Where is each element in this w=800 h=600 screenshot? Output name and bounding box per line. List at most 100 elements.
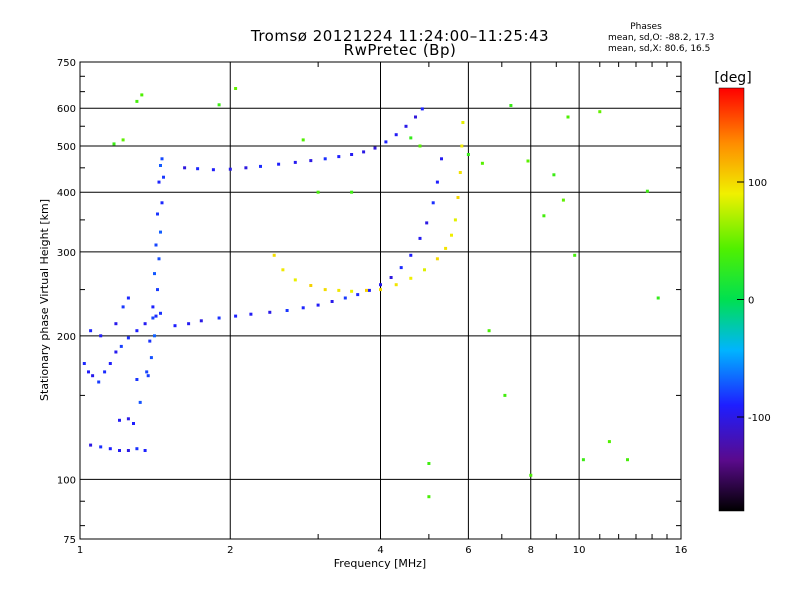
echo-point: [581, 458, 585, 462]
echo-point: [89, 329, 93, 333]
echo-point: [399, 266, 403, 270]
echo-point: [87, 370, 90, 374]
echo-point: [316, 303, 320, 307]
x-tick-label: 16: [675, 545, 688, 556]
echo-point: [118, 449, 121, 452]
echo-point: [343, 296, 347, 300]
phase-stats-heading: Phases: [630, 22, 662, 32]
echo-point: [281, 268, 285, 272]
echo-point: [435, 257, 439, 261]
echo-point: [82, 362, 86, 365]
echo-point: [384, 140, 388, 144]
echo-point: [159, 311, 162, 315]
echo-point: [108, 362, 112, 365]
echo-point: [118, 418, 121, 422]
echo-point: [173, 324, 177, 328]
echo-point: [301, 138, 305, 142]
echo-point: [461, 121, 465, 124]
echo-point: [119, 344, 123, 348]
plot-grid: [80, 62, 681, 539]
echo-point: [126, 296, 130, 300]
echo-point: [566, 115, 570, 119]
echo-point: [379, 288, 382, 292]
echo-point: [503, 393, 507, 397]
echo-point: [126, 417, 130, 421]
echo-point: [114, 322, 118, 326]
echo-point: [301, 306, 305, 310]
echo-point: [418, 144, 422, 148]
echo-point: [143, 322, 147, 326]
echo-point: [159, 164, 162, 167]
echo-point: [626, 458, 629, 462]
echo-point: [228, 167, 232, 171]
echo-point: [337, 155, 341, 159]
echo-point: [91, 374, 95, 378]
chart-title: Tromsø 20121224 11:24:00–11:25:43: [250, 27, 550, 45]
echo-point: [154, 314, 158, 318]
echo-point: [199, 319, 203, 323]
echo-point: [350, 153, 354, 156]
echo-point: [316, 190, 320, 194]
echo-point: [425, 221, 429, 225]
phase-stats-o: mean, sd,O: -88.2, 17.3: [608, 33, 715, 43]
echo-point: [159, 230, 162, 234]
echo-point: [404, 124, 408, 128]
echo-point: [293, 160, 297, 164]
y-tick-label: 200: [57, 332, 76, 343]
echo-point: [330, 300, 334, 303]
echo-point: [121, 305, 125, 309]
colorbar: [deg] 100 0 -100: [714, 70, 771, 512]
echo-point: [121, 138, 125, 142]
echo-point: [153, 272, 156, 276]
echo-point: [135, 329, 139, 333]
echo-point: [138, 400, 142, 404]
echo-point: [97, 380, 101, 384]
y-axis-label: Stationary phase Virtual Height [km]: [38, 199, 51, 401]
echo-point: [277, 162, 281, 166]
echo-point: [367, 288, 371, 292]
echo-point: [487, 329, 491, 333]
x-axis-label: Frequency [MHz]: [334, 557, 426, 570]
echo-point: [151, 305, 155, 309]
echo-point: [183, 166, 187, 170]
echo-point: [607, 440, 611, 444]
echo-point: [211, 168, 215, 172]
echo-point: [160, 157, 164, 161]
echo-point: [365, 288, 368, 292]
echo-point: [350, 289, 354, 293]
echo-point: [435, 180, 439, 184]
echo-point: [249, 312, 253, 316]
y-axis-ticks: 75 100 200 300 400 500 600 750: [57, 58, 681, 546]
echo-point: [656, 296, 660, 300]
echo-point: [356, 293, 360, 297]
phase-stats-x: mean, sd,X: 80.6, 16.5: [608, 44, 711, 54]
echo-point: [114, 350, 118, 354]
echo-point: [423, 268, 426, 272]
echo-point: [362, 150, 366, 154]
echo-point: [414, 115, 417, 119]
echo-point: [573, 253, 577, 257]
x-tick-label: 6: [465, 545, 471, 556]
echo-point: [466, 153, 470, 156]
echo-point: [645, 189, 649, 193]
x-tick-label: 4: [377, 545, 383, 556]
echo-point: [453, 218, 457, 222]
echo-point: [162, 175, 165, 179]
echo-point: [108, 447, 112, 451]
echo-point: [389, 276, 393, 279]
x-tick-label: 2: [227, 545, 233, 556]
echo-point: [135, 447, 139, 451]
echo-point: [272, 253, 276, 257]
echo-point: [132, 422, 135, 425]
y-tick-label: 75: [63, 535, 76, 546]
echo-point: [217, 103, 221, 107]
echo-point: [309, 159, 313, 163]
echo-point: [427, 495, 431, 499]
echo-point: [153, 334, 156, 338]
plot-frame: [79, 61, 682, 540]
x-axis-ticks: 1 2 4 6 8 10 16: [77, 62, 688, 556]
echo-point: [187, 322, 191, 326]
echo-point: [140, 93, 144, 97]
y-tick-label: 750: [57, 58, 76, 69]
echo-point: [542, 214, 546, 218]
